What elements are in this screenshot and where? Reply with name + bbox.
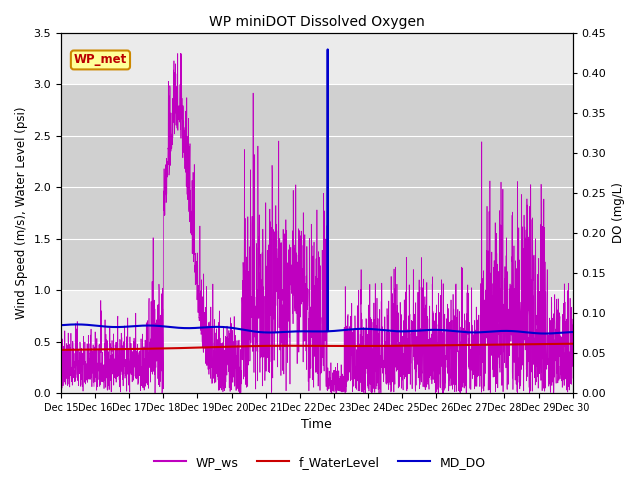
Text: WP_met: WP_met [74, 53, 127, 66]
X-axis label: Time: Time [301, 419, 332, 432]
Y-axis label: Wind Speed (m/s), Water Level (psi): Wind Speed (m/s), Water Level (psi) [15, 107, 28, 319]
Y-axis label: DO (mg/L): DO (mg/L) [612, 182, 625, 243]
Legend: WP_ws, f_WaterLevel, MD_DO: WP_ws, f_WaterLevel, MD_DO [149, 451, 491, 474]
Title: WP miniDOT Dissolved Oxygen: WP miniDOT Dissolved Oxygen [209, 15, 425, 29]
Bar [61, 84, 573, 290]
